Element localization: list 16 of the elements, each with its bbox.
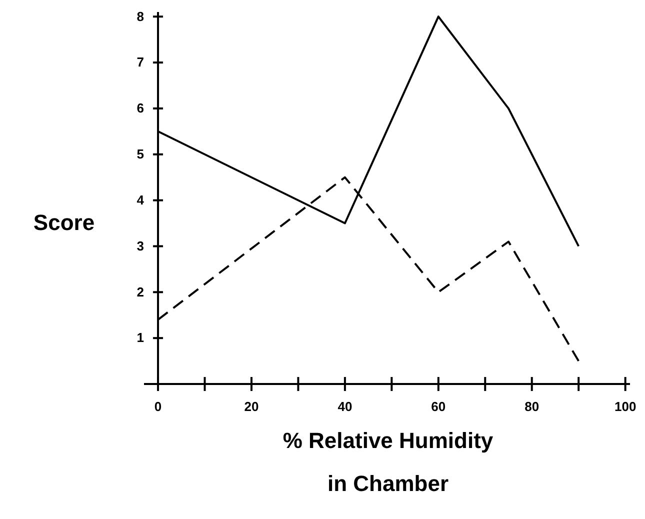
y-tick-label: 7: [136, 54, 144, 70]
x-tick-label: 20: [244, 399, 259, 414]
x-tick-label: 0: [154, 399, 162, 414]
y-tick-label: 2: [136, 284, 144, 300]
y-tick-label: 8: [136, 8, 144, 24]
x-axis-title: % Relative Humidity in Chamber: [282, 428, 494, 496]
x-tick-label: 60: [431, 399, 446, 414]
y-axis-title: Score: [33, 210, 95, 235]
y-tick-label: 4: [136, 192, 145, 208]
y-tick-label: 3: [136, 238, 144, 254]
y-tick-label: 6: [136, 100, 144, 116]
y-tick-label: 1: [136, 330, 144, 346]
x-tick-label: 80: [524, 399, 540, 414]
y-tick-label: 5: [136, 146, 144, 162]
x-tick-label: 40: [338, 399, 352, 414]
x-tick-label: 100: [614, 399, 636, 414]
